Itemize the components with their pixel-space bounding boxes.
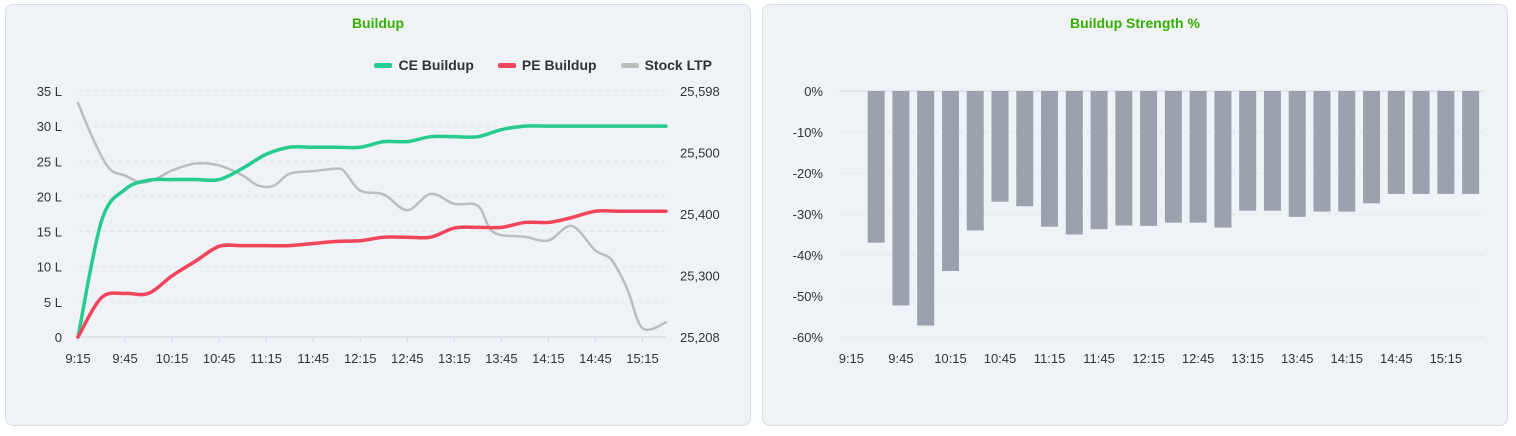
- bar: [1462, 91, 1480, 194]
- bar: [892, 91, 910, 306]
- x-tick-label: 12:15: [344, 351, 377, 366]
- y-left-tick-label: 0: [55, 330, 62, 345]
- y-left-tick-label: 25 L: [37, 154, 62, 169]
- x-tick-label: 11:45: [297, 351, 329, 366]
- x-tick-label: 13:45: [485, 351, 518, 366]
- bar: [1263, 91, 1281, 211]
- buildup-title: Buildup: [351, 15, 405, 31]
- y-tick-label: -40%: [793, 248, 824, 263]
- legend-label: Stock LTP: [644, 57, 712, 73]
- bar: [1164, 91, 1182, 223]
- legend-stock[interactable]: Stock LTP: [620, 57, 712, 73]
- buildup-panel: Buildup CE Buildup PE Buildup Stock LTP …: [5, 4, 751, 426]
- x-tick-label: 14:15: [1330, 351, 1363, 366]
- ce-swatch: [374, 62, 393, 68]
- y-right-tick-label: 25,500: [680, 146, 720, 161]
- bar: [1041, 91, 1059, 227]
- y-tick-label: -50%: [793, 289, 824, 304]
- bar: [991, 91, 1009, 202]
- y-tick-label: -10%: [793, 125, 824, 140]
- x-tick-label: 9:45: [888, 351, 913, 366]
- y-left-tick-label: 20 L: [37, 189, 62, 204]
- y-left-tick-label: 15 L: [37, 225, 62, 240]
- x-tick-label: 11:15: [1034, 351, 1066, 366]
- y-left-tick-label: 35 L: [37, 84, 62, 99]
- x-tick-label: 14:45: [579, 351, 612, 366]
- bar: [1313, 91, 1331, 212]
- x-tick-label: 10:45: [984, 351, 1017, 366]
- bar: [1412, 91, 1430, 194]
- y-right-tick-label: 25,208: [680, 330, 720, 345]
- y-right-tick-label: 25,300: [680, 269, 720, 284]
- legend-label: PE Buildup: [521, 57, 597, 73]
- y-left-tick-label: 5 L: [44, 295, 62, 310]
- x-tick-label: 10:15: [934, 351, 967, 366]
- legend-ce[interactable]: CE Buildup: [374, 57, 474, 73]
- x-tick-label: 13:15: [438, 351, 471, 366]
- x-tick-label: 10:45: [203, 351, 236, 366]
- bar: [1065, 91, 1083, 235]
- x-tick-label: 11:45: [1083, 351, 1115, 366]
- pe-swatch: [497, 62, 516, 68]
- x-tick-label: 10:15: [156, 351, 189, 366]
- y-left-tick-label: 10 L: [37, 260, 62, 275]
- bar: [1239, 91, 1257, 211]
- strength-chart: 0% -10% -20% -30% -40% -50% -60% 9:15 9:45 10:15 1…: [793, 84, 1483, 366]
- y-right-tick-label: 25,598: [680, 84, 720, 99]
- bar: [1338, 91, 1356, 212]
- x-tick-label: 12:15: [1132, 351, 1165, 366]
- ce-buildup-line: [76, 124, 668, 339]
- bar: [966, 91, 984, 231]
- bar: [867, 91, 885, 243]
- y-tick-label: 0%: [804, 84, 823, 99]
- x-tick-label: 9:45: [112, 351, 137, 366]
- x-tick-label: 9:15: [65, 351, 90, 366]
- strength-panel: Buildup Strength % 0% -10% -20% -30% -40% -50…: [762, 4, 1508, 426]
- strength-title: Buildup Strength %: [1070, 15, 1200, 31]
- bar: [1288, 91, 1306, 217]
- x-tick-label: 15:15: [626, 351, 659, 366]
- x-tick-label: 13:45: [1281, 351, 1314, 366]
- x-tick-label: 12:45: [391, 351, 424, 366]
- y-tick-label: -60%: [793, 330, 824, 345]
- bar: [941, 91, 959, 271]
- bar: [1090, 91, 1108, 230]
- bar: [1140, 91, 1158, 226]
- y-tick-label: -20%: [793, 166, 824, 181]
- bar: [1387, 91, 1405, 194]
- bar: [1016, 91, 1034, 207]
- bar: [1437, 91, 1455, 194]
- y-left-tick-label: 30 L: [37, 119, 62, 134]
- legend: CE Buildup PE Buildup Stock LTP: [374, 57, 712, 73]
- y-tick-label: -30%: [793, 207, 824, 222]
- legend-pe[interactable]: PE Buildup: [497, 57, 597, 73]
- stock-swatch: [620, 62, 639, 68]
- bar: [917, 91, 935, 326]
- x-tick-label: 9:15: [839, 351, 864, 366]
- x-tick-label: 14:15: [532, 351, 565, 366]
- y-right-tick-label: 25,400: [680, 207, 720, 222]
- legend-label: CE Buildup: [398, 57, 474, 73]
- bar: [1115, 91, 1133, 226]
- x-tick-label: 12:45: [1182, 351, 1215, 366]
- buildup-chart: 0 5 L 10 L 15 L 20 L 25 L 30 L 35 L 25,208 25,300…: [37, 84, 720, 366]
- bar: [1189, 91, 1207, 223]
- x-tick-label: 15:15: [1430, 351, 1463, 366]
- x-tick-label: 13:15: [1231, 351, 1264, 366]
- bar: [1214, 91, 1232, 228]
- bar: [1363, 91, 1381, 204]
- x-tick-label: 11:15: [250, 351, 282, 366]
- pe-buildup-line: [76, 208, 668, 339]
- x-tick-label: 14:45: [1380, 351, 1413, 366]
